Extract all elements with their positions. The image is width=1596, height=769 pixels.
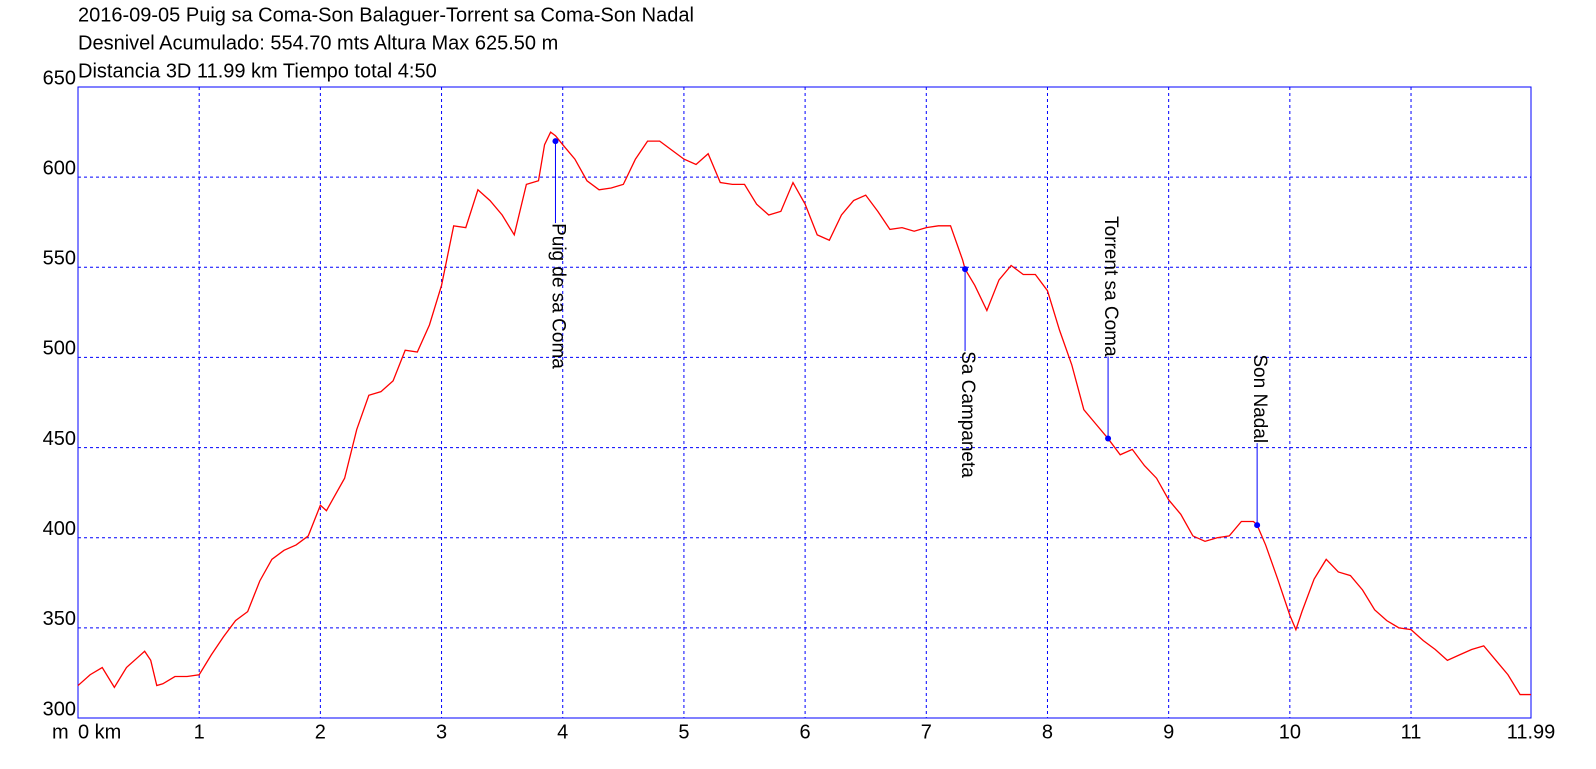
waypoint-marker	[962, 266, 969, 273]
x-tick-label: 10	[1279, 721, 1301, 743]
waypoint-label: Son Nadal	[1249, 354, 1270, 443]
chart-subtitle: Desnivel Acumulado: 554.70 mts Altura Ma…	[78, 32, 558, 54]
x-tick-label: 1	[194, 721, 205, 743]
chart-subtitle: Distancia 3D 11.99 km Tiempo total 4:50	[78, 60, 437, 82]
x-tick-label: 8	[1042, 721, 1053, 743]
x-tick-label: 5	[678, 721, 689, 743]
waypoint-marker	[1105, 435, 1112, 442]
y-tick-label: 450	[43, 428, 76, 450]
waypoint-label: Torrent sa Coma	[1100, 216, 1121, 357]
y-axis-label: m	[52, 721, 69, 743]
x-tick-label: 9	[1163, 721, 1174, 743]
x-tick-label: 2	[315, 721, 326, 743]
y-tick-label: 650	[43, 67, 76, 89]
x-tick-label: 0 km	[78, 721, 121, 743]
waypoint-label: Puig de sa Coma	[547, 223, 568, 369]
waypoint-marker	[552, 138, 559, 145]
plot-frame	[77, 86, 1532, 719]
y-tick-label: 550	[43, 248, 76, 270]
waypoint-label: Sa Campaneta	[957, 351, 978, 478]
x-tick-label: 11.99	[1507, 721, 1556, 743]
x-tick-label: 7	[921, 721, 932, 743]
x-tick-label: 3	[436, 721, 447, 743]
chart-title: 2016-09-05 Puig sa Coma-Son Balaguer-Tor…	[78, 4, 694, 26]
y-tick-label: 400	[43, 518, 76, 540]
x-tick-label: 4	[557, 721, 568, 743]
x-tick-label: 11	[1401, 721, 1422, 743]
x-tick-label: 6	[800, 721, 811, 743]
waypoint-marker	[1254, 522, 1261, 529]
y-tick-label: 300	[43, 698, 76, 720]
y-tick-label: 500	[43, 338, 76, 360]
y-tick-label: 600	[43, 157, 76, 179]
elevation-line	[77, 131, 1531, 696]
y-tick-label: 350	[43, 608, 76, 630]
